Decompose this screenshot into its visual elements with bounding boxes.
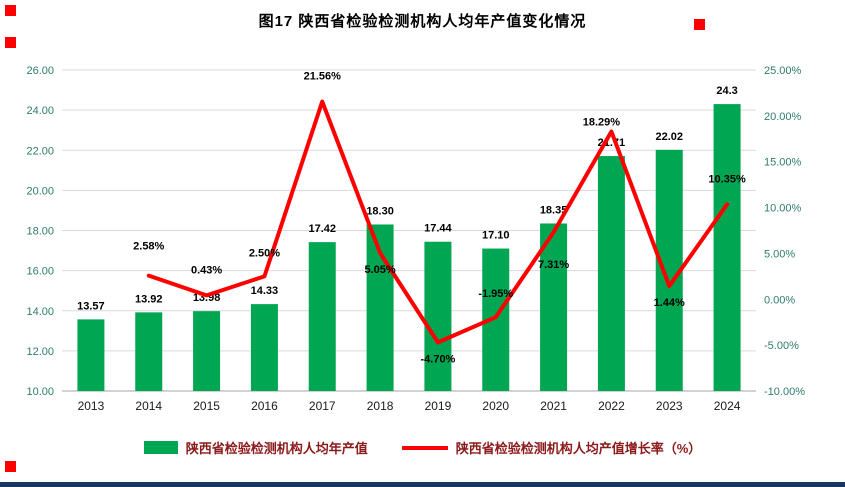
svg-text:22.02: 22.02 xyxy=(655,131,683,143)
svg-text:13.98: 13.98 xyxy=(193,292,221,304)
svg-text:2024: 2024 xyxy=(714,399,741,413)
svg-text:-4.70%: -4.70% xyxy=(420,353,455,365)
svg-text:18.29%: 18.29% xyxy=(583,117,621,129)
line-value-labels: 2.58% 0.43% 2.50% 21.56% 5.05% -4.70% -1.95% 7.… xyxy=(133,71,746,366)
svg-text:2015: 2015 xyxy=(193,399,220,413)
svg-text:2017: 2017 xyxy=(309,399,336,413)
svg-text:-1.95%: -1.95% xyxy=(478,288,513,300)
svg-text:24.3: 24.3 xyxy=(716,85,737,97)
bar-value-labels: 13.57 13.92 13.98 14.33 17.42 18.30 17.44 17.10… xyxy=(77,85,738,312)
line-series xyxy=(146,99,730,345)
svg-text:2.50%: 2.50% xyxy=(249,247,280,259)
svg-text:-10.00%: -10.00% xyxy=(764,386,805,398)
svg-text:14.33: 14.33 xyxy=(251,285,279,297)
svg-text:17.10: 17.10 xyxy=(482,230,510,242)
legend-bar-label: 陕西省检验检测机构人均年产值 xyxy=(185,441,368,456)
svg-text:25.00%: 25.00% xyxy=(764,65,802,77)
svg-text:10.35%: 10.35% xyxy=(708,173,746,185)
right-axis-labels: -10.00% -5.00% 0.00% 5.00% 10.00% 15.00% 20.00… xyxy=(764,65,805,398)
bar-series xyxy=(77,104,741,391)
red-marker-top-left-1 xyxy=(5,5,16,16)
svg-text:2019: 2019 xyxy=(425,399,452,413)
svg-text:2014: 2014 xyxy=(135,399,162,413)
svg-text:2018: 2018 xyxy=(367,399,394,413)
svg-text:7.31%: 7.31% xyxy=(538,259,569,271)
svg-text:17.44: 17.44 xyxy=(424,223,452,235)
svg-text:2023: 2023 xyxy=(656,399,683,413)
svg-text:2021: 2021 xyxy=(540,399,567,413)
svg-text:5.05%: 5.05% xyxy=(364,264,395,276)
chart-legend: 陕西省检验检测机构人均年产值 陕西省检验检测机构人均产值增长率（%） xyxy=(0,438,845,457)
red-marker-top-left-2 xyxy=(5,37,16,48)
bottom-border-bar xyxy=(0,482,845,487)
svg-text:18.00: 18.00 xyxy=(26,226,54,238)
svg-text:24.00: 24.00 xyxy=(26,105,54,117)
svg-text:1.44%: 1.44% xyxy=(654,297,685,309)
legend-bar-swatch xyxy=(143,441,178,454)
svg-text:12.00: 12.00 xyxy=(26,346,54,358)
svg-text:2022: 2022 xyxy=(598,399,625,413)
svg-text:2013: 2013 xyxy=(78,399,105,413)
svg-text:14.00: 14.00 xyxy=(26,306,54,318)
svg-text:2020: 2020 xyxy=(482,399,509,413)
svg-text:18.30: 18.30 xyxy=(366,205,394,217)
x-axis-labels: 2013 2014 2015 2016 2017 2018 2019 2020 2021 2022… xyxy=(78,399,741,413)
svg-text:-5.00%: -5.00% xyxy=(764,340,799,352)
svg-text:21.56%: 21.56% xyxy=(304,71,342,83)
chart-title: 图17 陕西省检验检测机构人均年产值变化情况 xyxy=(258,13,587,30)
svg-text:0.43%: 0.43% xyxy=(191,264,222,276)
svg-text:20.00%: 20.00% xyxy=(764,111,802,123)
svg-text:2.58%: 2.58% xyxy=(133,241,164,253)
svg-text:10.00%: 10.00% xyxy=(764,203,802,215)
svg-text:2016: 2016 xyxy=(251,399,278,413)
svg-text:17.42: 17.42 xyxy=(308,223,336,235)
svg-text:18.35: 18.35 xyxy=(540,204,568,216)
legend-line-label: 陕西省检验检测机构人均产值增长率（%） xyxy=(455,441,702,456)
svg-text:10.00: 10.00 xyxy=(26,386,54,398)
svg-text:0.00%: 0.00% xyxy=(764,294,795,306)
gridlines xyxy=(62,69,756,392)
svg-text:20.00: 20.00 xyxy=(26,185,54,197)
red-marker-title-right xyxy=(694,19,705,30)
svg-text:13.57: 13.57 xyxy=(77,300,105,312)
svg-text:22.00: 22.00 xyxy=(26,145,54,157)
svg-text:13.92: 13.92 xyxy=(135,293,163,305)
svg-text:21.71: 21.71 xyxy=(598,137,626,149)
svg-text:26.00: 26.00 xyxy=(26,65,54,77)
left-axis-labels: 10.00 12.00 14.00 16.00 18.00 20.00 22.00 24.00… xyxy=(26,65,54,398)
red-marker-bottom-left xyxy=(5,461,16,472)
svg-text:16.00: 16.00 xyxy=(26,266,54,278)
legend-line-swatch xyxy=(401,445,448,450)
svg-text:15.00%: 15.00% xyxy=(764,157,802,169)
svg-text:5.00%: 5.00% xyxy=(764,248,795,260)
